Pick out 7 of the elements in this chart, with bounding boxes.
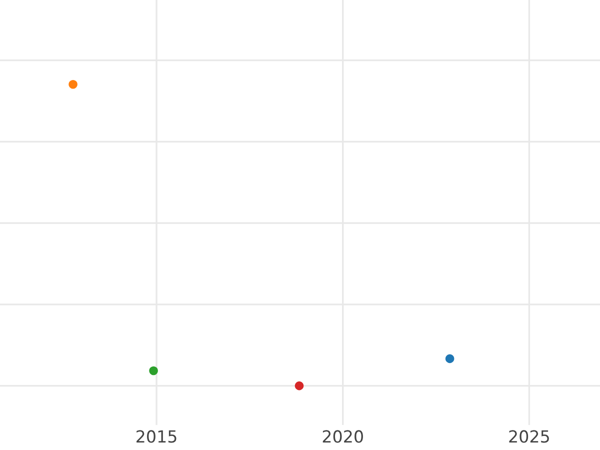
point <box>68 80 78 89</box>
x-tick-label: 2020 <box>322 430 363 443</box>
point <box>149 366 158 376</box>
point <box>445 354 454 364</box>
point <box>294 381 304 390</box>
x-tick-label: 2015 <box>136 430 176 443</box>
x-tick-label: 2025 <box>509 430 549 443</box>
